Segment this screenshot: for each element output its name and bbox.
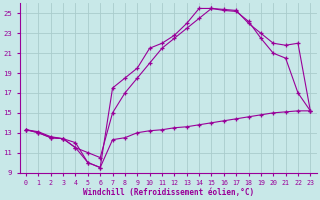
X-axis label: Windchill (Refroidissement éolien,°C): Windchill (Refroidissement éolien,°C) bbox=[83, 188, 254, 197]
